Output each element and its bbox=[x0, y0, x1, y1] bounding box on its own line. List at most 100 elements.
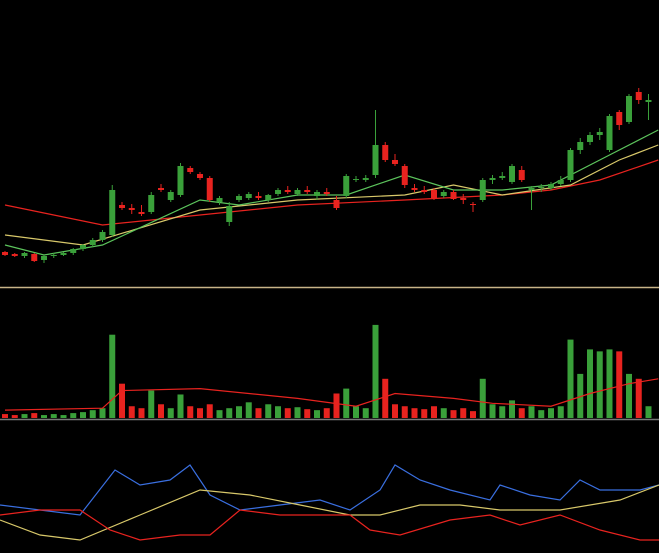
volume-bar bbox=[401, 406, 408, 418]
volume-bar bbox=[470, 411, 476, 418]
moving-average bbox=[4, 159, 659, 226]
candle-body bbox=[353, 179, 359, 180]
volume-bar bbox=[645, 406, 652, 418]
candle-body bbox=[479, 180, 486, 200]
candle-body bbox=[489, 178, 496, 180]
candle-body bbox=[509, 166, 515, 182]
volume-bar bbox=[557, 406, 564, 418]
volume-bar bbox=[333, 393, 340, 418]
candle-body bbox=[2, 252, 8, 255]
candle-body bbox=[128, 208, 135, 210]
volume-bar bbox=[548, 408, 554, 418]
volume-average bbox=[4, 378, 659, 411]
candle-body bbox=[177, 166, 184, 195]
indicator-line bbox=[0, 509, 659, 541]
candle-body bbox=[187, 168, 194, 172]
candle-body bbox=[216, 198, 223, 202]
candle-body bbox=[401, 166, 408, 185]
candle-body bbox=[99, 232, 106, 240]
candle-body bbox=[119, 205, 125, 208]
volume-bar bbox=[362, 408, 369, 418]
indicator-line bbox=[0, 464, 659, 516]
candle-body bbox=[557, 180, 564, 184]
volume-bar bbox=[518, 408, 525, 418]
volume-bar bbox=[119, 383, 125, 418]
volume-bar bbox=[148, 390, 155, 418]
volume-bar bbox=[323, 408, 330, 418]
volume-bar bbox=[265, 404, 272, 418]
volume-bar bbox=[606, 349, 613, 418]
volume-bar bbox=[372, 324, 379, 418]
volume-bar bbox=[479, 378, 486, 418]
volume-bar bbox=[577, 373, 584, 418]
volume-bar bbox=[284, 408, 291, 418]
volume-bar bbox=[587, 349, 593, 418]
candle-body bbox=[255, 196, 262, 198]
volume-bar bbox=[440, 408, 447, 418]
volume-bar bbox=[567, 339, 574, 418]
candle-body bbox=[518, 170, 525, 180]
candle-body bbox=[606, 116, 613, 150]
candle-body bbox=[89, 240, 96, 245]
candle-body bbox=[21, 253, 28, 256]
volume-bar bbox=[460, 408, 467, 418]
candle-body bbox=[626, 96, 632, 122]
volume-bar bbox=[128, 406, 135, 418]
candle-body bbox=[450, 192, 457, 199]
volume-bar bbox=[411, 408, 418, 418]
volume-bar bbox=[2, 414, 8, 418]
candle-body bbox=[304, 190, 311, 192]
candle-body bbox=[392, 160, 398, 164]
candle-body bbox=[31, 254, 38, 261]
volume-bar bbox=[70, 413, 77, 418]
candle-body bbox=[362, 178, 369, 180]
volume-bar bbox=[255, 408, 262, 418]
candle-body bbox=[226, 206, 233, 222]
candle-body bbox=[431, 190, 437, 198]
volume-bar bbox=[616, 351, 623, 418]
volume-bar bbox=[304, 409, 311, 418]
volume-bar bbox=[60, 415, 67, 418]
candle-body bbox=[548, 184, 554, 188]
candle-body bbox=[538, 187, 545, 188]
volume-bar bbox=[596, 351, 603, 418]
candle-body bbox=[587, 135, 593, 142]
candle-body bbox=[265, 195, 272, 200]
volume-bar bbox=[41, 415, 47, 418]
candle-body bbox=[41, 256, 47, 260]
candle-body bbox=[167, 192, 174, 200]
volume-bar bbox=[626, 373, 632, 418]
volume-bar bbox=[450, 410, 457, 418]
candle-body bbox=[470, 204, 476, 205]
candle-body bbox=[245, 194, 252, 198]
volume-bar bbox=[499, 406, 506, 418]
candle-body bbox=[499, 176, 506, 178]
volume-bar bbox=[294, 407, 301, 418]
volume-bar bbox=[528, 406, 535, 418]
candle-body bbox=[148, 195, 155, 212]
candle-body bbox=[158, 188, 164, 190]
volume-bar bbox=[80, 412, 86, 418]
candle-body bbox=[421, 190, 428, 192]
candle-body bbox=[275, 190, 281, 194]
candle-body bbox=[60, 253, 67, 255]
volume-bar bbox=[353, 406, 359, 418]
volume-bar bbox=[245, 402, 252, 418]
volume-bar bbox=[314, 410, 320, 418]
candle-body bbox=[645, 100, 652, 102]
volume-bar bbox=[392, 404, 398, 418]
volume-bar bbox=[538, 410, 545, 418]
volume-bar bbox=[167, 408, 174, 418]
candle-body bbox=[70, 249, 77, 253]
volume-bar bbox=[489, 404, 496, 418]
candle-body bbox=[372, 145, 379, 175]
volume-bar bbox=[99, 408, 106, 418]
candle-body bbox=[382, 145, 389, 160]
candle-body bbox=[635, 92, 642, 100]
candle-body bbox=[11, 254, 18, 256]
volume-bar bbox=[343, 388, 350, 418]
volume-bar bbox=[226, 408, 233, 418]
volume-bar bbox=[509, 400, 515, 418]
volume-bar bbox=[187, 406, 194, 418]
